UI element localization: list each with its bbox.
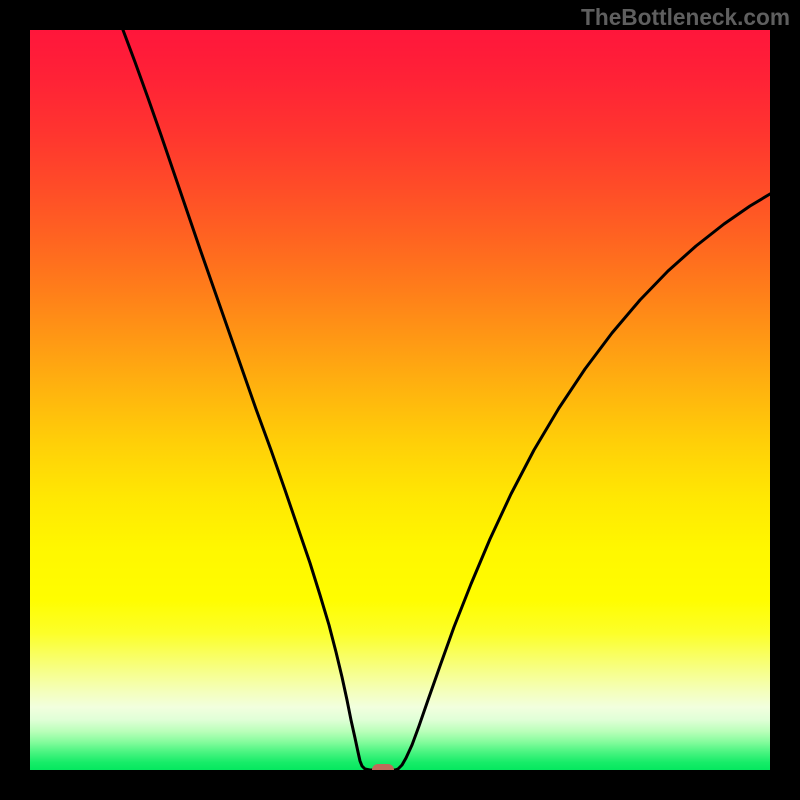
plot-background [30,30,770,770]
chart-container: TheBottleneck.com [0,0,800,800]
watermark-text: TheBottleneck.com [581,4,790,31]
bottleneck-chart [0,0,800,800]
